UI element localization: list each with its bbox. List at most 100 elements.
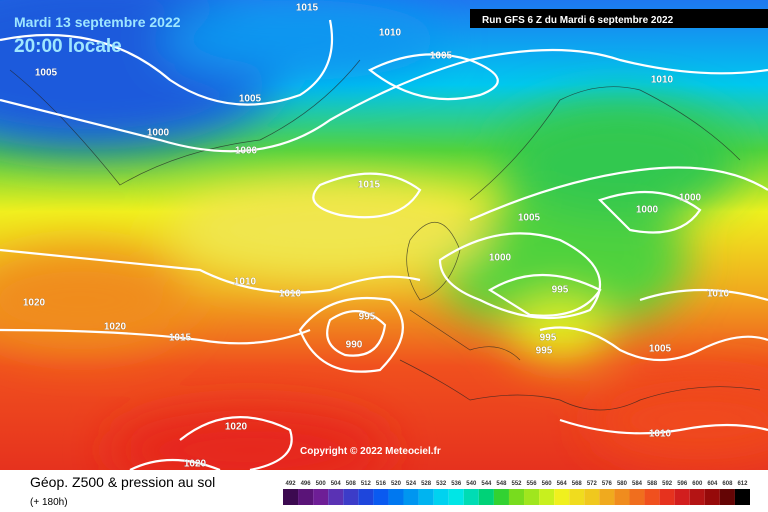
scale-swatch xyxy=(493,489,509,505)
isobar-label: 1000 xyxy=(147,128,170,139)
scale-label: 584 xyxy=(632,481,643,487)
scale-label: 512 xyxy=(361,481,372,487)
scale-swatch xyxy=(463,489,479,505)
scale-label: 612 xyxy=(737,481,748,487)
isobar-label: 1000 xyxy=(489,253,512,264)
isobar-label: 1000 xyxy=(679,193,702,204)
isobar-label: 1015 xyxy=(169,333,192,344)
scale-swatch xyxy=(373,489,389,505)
isobar-label: 1010 xyxy=(707,289,730,300)
scale-swatch xyxy=(719,489,735,505)
scale-swatch xyxy=(298,489,314,505)
scale-label: 548 xyxy=(496,481,507,487)
scale-label: 604 xyxy=(707,481,718,487)
legend-lead: (+ 180h) xyxy=(30,497,68,508)
isobar-label: 1005 xyxy=(649,344,672,355)
date: Mardi 13 septembre 2022 xyxy=(14,14,181,30)
isobar-label: 1010 xyxy=(649,429,672,440)
scale-label: 580 xyxy=(617,481,628,487)
scale-swatch xyxy=(614,489,630,505)
isobar-label: 1020 xyxy=(23,298,46,309)
scale-swatch xyxy=(704,489,720,505)
scale-swatch xyxy=(283,489,299,505)
scale-swatch xyxy=(478,489,494,505)
scale-swatch xyxy=(569,489,585,505)
scale-label: 540 xyxy=(466,481,477,487)
scale-label: 532 xyxy=(436,481,447,487)
isobars xyxy=(0,19,768,472)
isobar-label: 1010 xyxy=(234,277,257,288)
copyright: Copyright © 2022 Meteociel.fr xyxy=(300,446,441,457)
scale-swatch xyxy=(644,489,660,505)
scale-label: 592 xyxy=(662,481,673,487)
isobar-label: 1010 xyxy=(651,75,674,86)
scale-label: 600 xyxy=(692,481,703,487)
scale-label: 524 xyxy=(406,481,417,487)
scale-label: 564 xyxy=(557,481,568,487)
scale-swatch xyxy=(403,489,419,505)
scale-swatch xyxy=(508,489,525,505)
scale-swatch xyxy=(674,489,690,505)
scale-label: 520 xyxy=(391,481,402,487)
time: 20:00 locale xyxy=(14,36,122,57)
isobar-label: 1000 xyxy=(235,146,258,157)
scale-swatch xyxy=(388,489,404,505)
scale-label: 568 xyxy=(572,481,583,487)
scale-swatch xyxy=(343,489,359,505)
isobar-label: 1020 xyxy=(104,322,127,333)
isobar-label: 995 xyxy=(540,333,557,344)
scale-swatch xyxy=(554,489,570,505)
scale-label: 536 xyxy=(451,481,462,487)
scale-swatch xyxy=(599,489,615,505)
scale-label: 588 xyxy=(647,481,658,487)
isobar-label: 1015 xyxy=(296,3,319,14)
isobar-label: 995 xyxy=(359,312,376,323)
scale-swatch xyxy=(584,489,600,505)
isobar-label: 1010 xyxy=(279,289,302,300)
scale-swatch xyxy=(328,489,344,505)
isobar-label: 995 xyxy=(552,285,569,296)
scale-label: 552 xyxy=(511,481,522,487)
run: Run GFS 6 Z du Mardi 6 septembre 2022 xyxy=(482,15,674,26)
coastlines xyxy=(9,59,761,411)
isobar-label: 1010 xyxy=(379,28,402,39)
scale-label: 608 xyxy=(722,481,733,487)
scale-swatch xyxy=(629,489,645,505)
isobar-label: 1005 xyxy=(518,213,541,224)
isobar-label: 1020 xyxy=(225,422,248,433)
scale-label: 572 xyxy=(587,481,598,487)
isobar-label: 1000 xyxy=(636,205,659,216)
scale-swatch xyxy=(659,489,675,505)
scale-label: 556 xyxy=(527,481,538,487)
run-box xyxy=(470,9,768,28)
scale-swatch xyxy=(689,489,705,505)
isobar-label: 1015 xyxy=(358,180,381,191)
scale-swatch xyxy=(734,489,750,505)
scale-label: 496 xyxy=(301,481,312,487)
isobar-label: 995 xyxy=(536,346,553,357)
color-scale: 492 496 500 504 508 512 516 520 524 528 532 536 540 5… xyxy=(283,481,750,505)
isobar-label: 1005 xyxy=(35,68,58,79)
isobar-label: 990 xyxy=(346,340,363,351)
scale-swatch xyxy=(524,489,540,505)
field xyxy=(0,0,768,490)
scale-label: 504 xyxy=(331,481,342,487)
legend-title: Géop. Z500 & pression au sol xyxy=(30,474,215,490)
scale-label: 528 xyxy=(421,481,432,487)
isobar-label: 1005 xyxy=(239,94,262,105)
scale-swatch xyxy=(433,489,449,505)
scale-label: 516 xyxy=(376,481,387,487)
scale-label: 544 xyxy=(481,481,492,487)
scale-label: 500 xyxy=(316,481,327,487)
scale-swatch xyxy=(358,489,374,505)
scale-swatch xyxy=(313,489,329,505)
scale-label: 492 xyxy=(286,481,297,487)
isobar-label: 1020 xyxy=(184,459,207,470)
scale-label: 560 xyxy=(542,481,553,487)
isobar-labels: 1015 1010 1005 1005 1005 1010 1000 1000 1015 1005… xyxy=(23,2,730,470)
isobar-label: 1005 xyxy=(430,51,453,62)
scale-label: 508 xyxy=(346,481,357,487)
scale-swatch xyxy=(448,489,464,505)
